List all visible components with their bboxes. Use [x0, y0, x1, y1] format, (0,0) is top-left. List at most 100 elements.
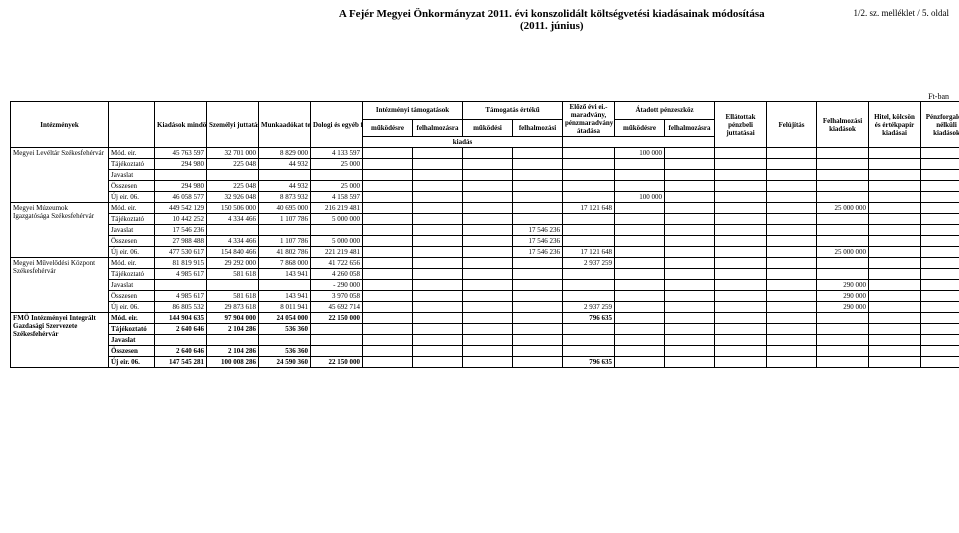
cell — [311, 324, 363, 335]
cell — [869, 258, 921, 269]
cell — [413, 236, 463, 247]
cell — [665, 269, 715, 280]
row-type: Összesen — [109, 181, 155, 192]
row-type: Összesen — [109, 291, 155, 302]
cell — [767, 247, 817, 258]
cell — [817, 335, 869, 346]
cell: 796 635 — [563, 313, 615, 324]
cell — [363, 269, 413, 280]
cell: 4 133 597 — [311, 148, 363, 159]
cell — [413, 269, 463, 280]
cell: 7 868 000 — [259, 258, 311, 269]
row-type: Mód. eir. — [109, 203, 155, 214]
cell: 24 590 360 — [259, 357, 311, 368]
col-felhalm: Felhalmozási kiadások — [817, 102, 869, 148]
cell: 100 000 — [615, 192, 665, 203]
cell — [513, 335, 563, 346]
cell: 29 873 618 — [207, 302, 259, 313]
cell — [563, 148, 615, 159]
cell — [817, 324, 869, 335]
cell — [615, 324, 665, 335]
cell: 581 618 — [207, 291, 259, 302]
cell — [513, 203, 563, 214]
cell — [715, 214, 767, 225]
cell — [311, 346, 363, 357]
cell — [715, 269, 767, 280]
block-name: Megyei Levéltár Székesfehérvár — [11, 148, 109, 203]
table-row: Javaslat- 290 000290 000 — [11, 280, 959, 291]
cell — [715, 258, 767, 269]
row-type: Tájékoztató — [109, 159, 155, 170]
cell — [665, 181, 715, 192]
row-type: Javaslat — [109, 225, 155, 236]
cell — [615, 159, 665, 170]
cell — [921, 192, 959, 203]
cell: 2 104 286 — [207, 346, 259, 357]
cell — [363, 280, 413, 291]
cell: 32 701 000 — [207, 148, 259, 159]
table-row: FMÖ Intézményei Integrált Gazdasági Szer… — [11, 313, 959, 324]
table-row: Javaslat17 546 23617 546 236 — [11, 225, 959, 236]
cell — [665, 280, 715, 291]
cell — [463, 280, 513, 291]
cell: 17 546 236 — [513, 236, 563, 247]
cell — [767, 181, 817, 192]
cell — [615, 247, 665, 258]
cell — [363, 247, 413, 258]
cell — [615, 346, 665, 357]
col-felh3: felhalmozásra — [665, 119, 715, 137]
cell: 40 695 000 — [259, 203, 311, 214]
table-row: Megyei Múzeumok Igazgatósága Székesfehér… — [11, 203, 959, 214]
cell — [363, 203, 413, 214]
row-type: Javaslat — [109, 170, 155, 181]
cell — [463, 269, 513, 280]
table-row: Új eir. 06.86 805 53229 873 6188 011 941… — [11, 302, 959, 313]
cell — [817, 269, 869, 280]
block-name: FMÖ Intézményei Integrált Gazdasági Szer… — [11, 313, 109, 368]
cell — [463, 203, 513, 214]
cell — [563, 192, 615, 203]
cell — [413, 258, 463, 269]
cell — [767, 269, 817, 280]
cell — [463, 324, 513, 335]
cell — [311, 225, 363, 236]
cell — [463, 247, 513, 258]
cell — [513, 346, 563, 357]
cell: 143 941 — [259, 291, 311, 302]
cell — [869, 302, 921, 313]
cell — [513, 291, 563, 302]
cell: - 290 000 — [311, 280, 363, 291]
cell: 294 980 — [155, 181, 207, 192]
cell — [463, 170, 513, 181]
cell — [363, 291, 413, 302]
table-row: Tájékoztató294 980225 04844 93225 000 — [11, 159, 959, 170]
table-row: Tájékoztató2 640 6462 104 286536 360 — [11, 324, 959, 335]
cell — [413, 170, 463, 181]
table-row: Összesen27 988 4884 334 4661 107 7865 00… — [11, 236, 959, 247]
cell — [869, 313, 921, 324]
cell — [413, 280, 463, 291]
cell — [767, 313, 817, 324]
cell: 2 640 646 — [155, 324, 207, 335]
cell — [563, 225, 615, 236]
cell: 17 121 648 — [563, 247, 615, 258]
cell — [563, 324, 615, 335]
cell — [665, 291, 715, 302]
cell: 17 546 236 — [155, 225, 207, 236]
cell — [413, 192, 463, 203]
col-dologi: Dologi és egyéb folyó kiadások — [311, 102, 363, 148]
cell — [715, 192, 767, 203]
cell — [463, 214, 513, 225]
table-row: Javaslat — [11, 170, 959, 181]
cell — [463, 335, 513, 346]
cell — [869, 214, 921, 225]
cell: 5 000 000 — [311, 236, 363, 247]
col-kiadas-sub: kiadás — [363, 137, 563, 148]
cell — [363, 302, 413, 313]
cell: 150 506 000 — [207, 203, 259, 214]
cell — [715, 225, 767, 236]
cell — [563, 159, 615, 170]
cell — [513, 357, 563, 368]
cell: 41 722 656 — [311, 258, 363, 269]
cell: 1 107 786 — [259, 236, 311, 247]
